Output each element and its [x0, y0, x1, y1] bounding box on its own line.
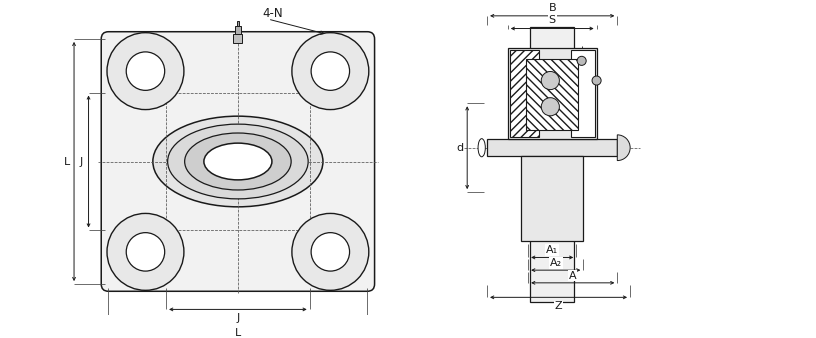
Text: J: J — [237, 313, 240, 323]
Text: B: B — [548, 3, 556, 13]
Bar — [521, 156, 583, 241]
Circle shape — [592, 76, 601, 85]
Circle shape — [311, 52, 349, 90]
Circle shape — [126, 233, 165, 271]
Circle shape — [107, 33, 184, 110]
Bar — [571, 50, 595, 137]
Wedge shape — [617, 135, 630, 161]
Circle shape — [541, 71, 560, 90]
Text: Z: Z — [555, 301, 562, 311]
Ellipse shape — [153, 116, 323, 207]
Bar — [237, 21, 239, 26]
Text: A: A — [569, 271, 577, 281]
Text: A₂: A₂ — [550, 258, 561, 268]
Circle shape — [292, 213, 369, 290]
Ellipse shape — [478, 139, 486, 157]
Bar — [530, 27, 574, 303]
Text: A₁: A₁ — [546, 245, 558, 255]
Circle shape — [107, 213, 184, 290]
Ellipse shape — [204, 143, 272, 180]
Circle shape — [126, 52, 165, 90]
FancyBboxPatch shape — [101, 32, 375, 291]
Text: J: J — [80, 156, 83, 167]
Bar — [487, 139, 617, 156]
Bar — [510, 50, 539, 137]
Ellipse shape — [167, 124, 308, 199]
Bar — [508, 48, 596, 139]
Circle shape — [541, 98, 560, 116]
Circle shape — [311, 233, 349, 271]
Text: d: d — [456, 143, 463, 153]
Circle shape — [577, 56, 586, 65]
Bar — [233, 33, 242, 43]
Bar — [526, 59, 578, 130]
Ellipse shape — [184, 133, 291, 190]
Text: 4-N: 4-N — [262, 7, 282, 20]
Text: L: L — [64, 156, 70, 167]
Circle shape — [292, 33, 369, 110]
Bar — [235, 26, 241, 33]
Text: S: S — [548, 15, 556, 25]
Text: L: L — [235, 328, 241, 338]
